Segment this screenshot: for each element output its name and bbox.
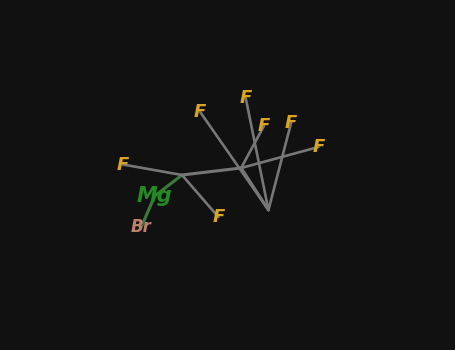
Text: F: F: [212, 208, 224, 226]
Text: F: F: [194, 103, 206, 121]
Text: Mg: Mg: [137, 186, 172, 206]
Text: F: F: [240, 89, 252, 107]
Text: F: F: [285, 113, 297, 132]
Text: F: F: [117, 155, 129, 174]
Text: Br: Br: [131, 218, 152, 237]
Text: F: F: [313, 138, 324, 156]
Text: F: F: [258, 117, 270, 135]
